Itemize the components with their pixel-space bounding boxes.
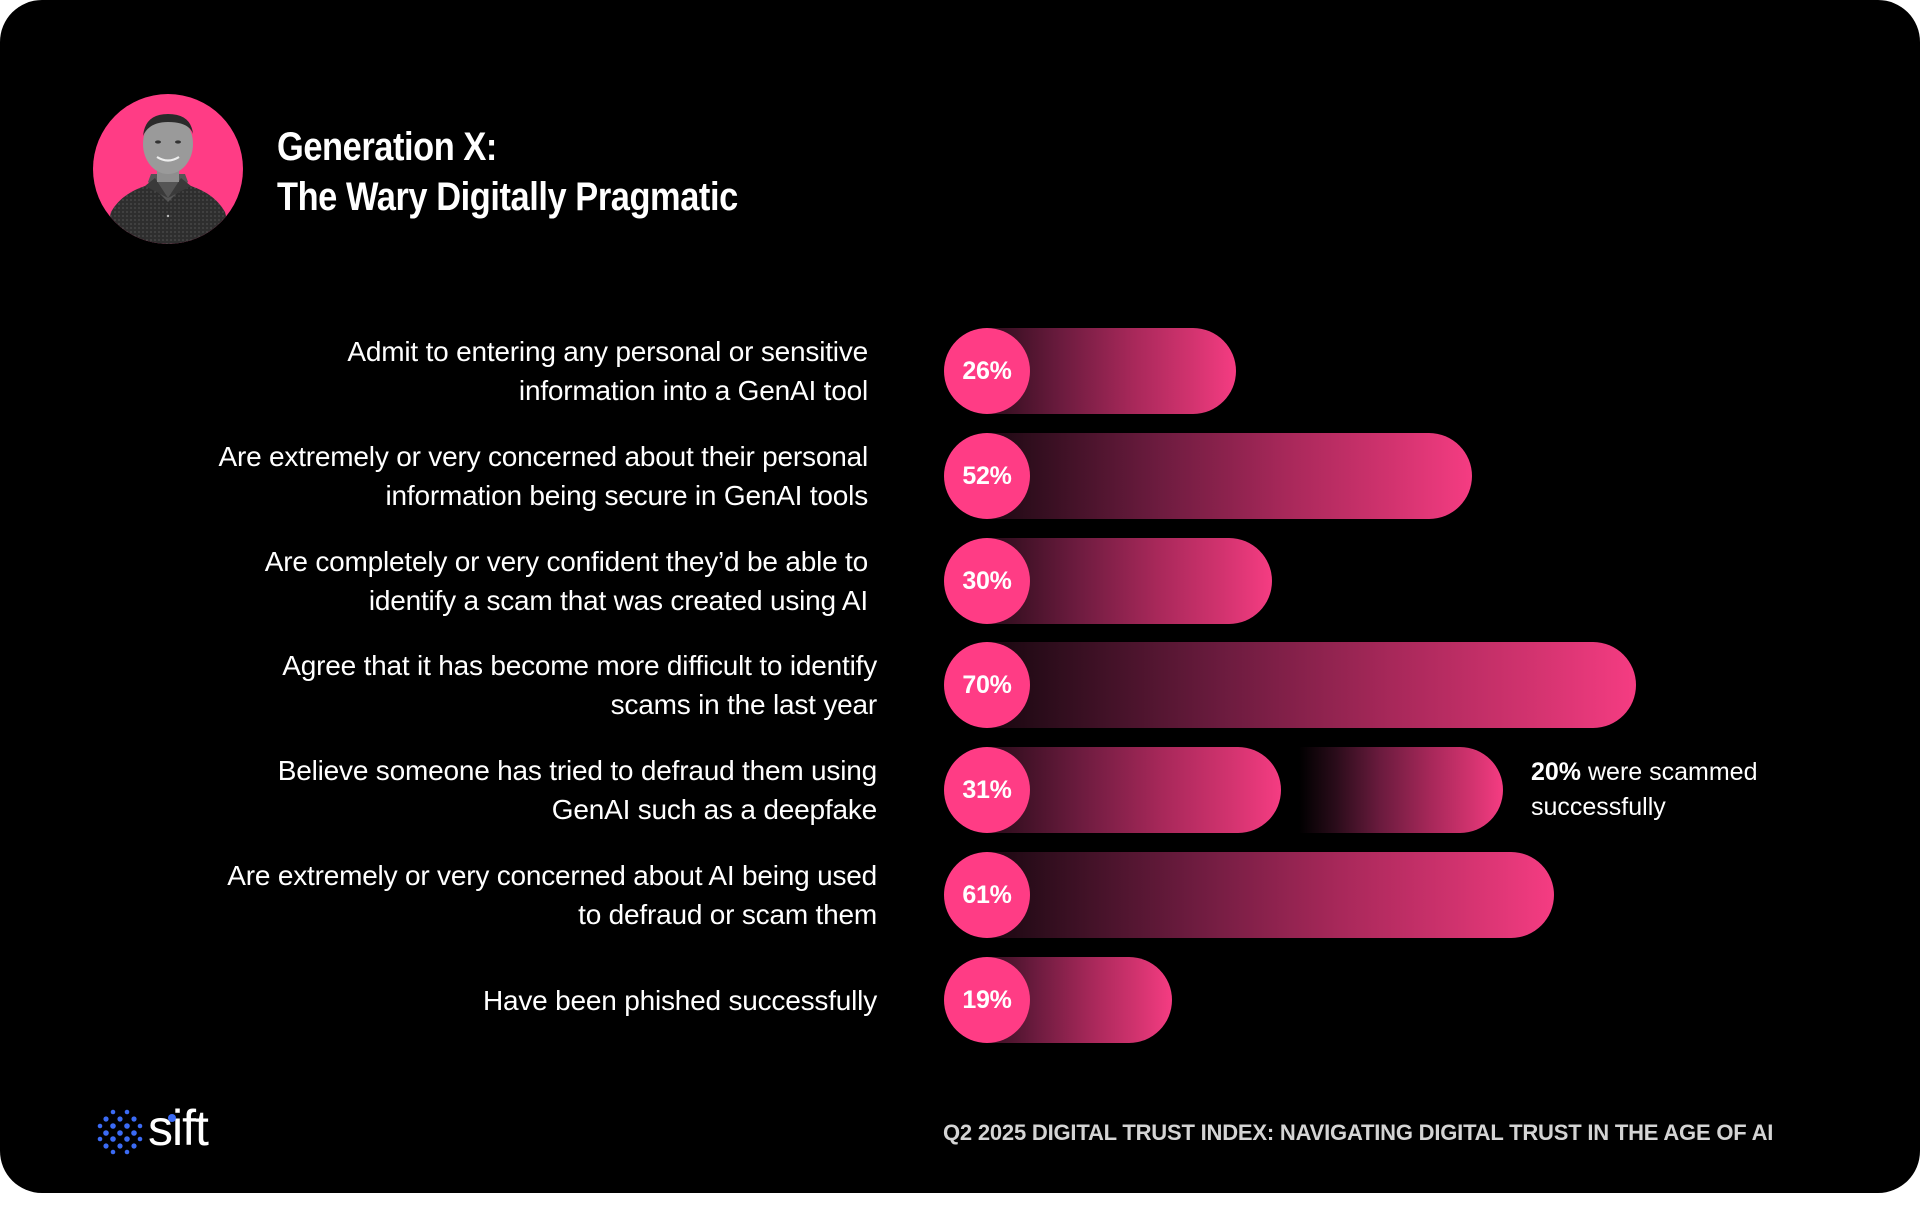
row-label: Are completely or very confident they’d …	[48, 538, 868, 624]
page-title: Generation X: The Wary Digitally Pragmat…	[277, 122, 738, 222]
logo-dot	[168, 1114, 176, 1122]
bar-value-label: 52%	[944, 433, 1030, 519]
row-label: Are extremely or very concerned about th…	[48, 433, 869, 519]
row-label: Admit to entering any personal or sensit…	[48, 328, 868, 414]
sift-logo-icon	[97, 1109, 143, 1155]
footer-report-title: Q2 2025 DIGITAL TRUST INDEX: NAVIGATING …	[943, 1120, 1774, 1145]
row-label-line: information being secure in GenAI tools	[385, 480, 869, 511]
bar	[944, 642, 1636, 728]
avatar	[93, 94, 243, 244]
bar-value-label: 30%	[944, 538, 1030, 624]
row-label-line: GenAI such as a deepfake	[551, 794, 877, 825]
secondary-bar	[1299, 747, 1503, 833]
bar-value-label: 19%	[944, 957, 1030, 1043]
bar-value-label: 31%	[944, 747, 1030, 833]
person-icon	[103, 114, 233, 244]
row-label-line: information into a GenAI tool	[518, 375, 868, 406]
row-label-line: scams in the last year	[610, 689, 878, 720]
row-label-line: Are completely or very confident they’d …	[264, 546, 868, 577]
annotation-text: were scammed	[1588, 758, 1758, 786]
bar-value-label: 61%	[944, 852, 1030, 938]
row-label-line: Admit to entering any personal or sensit…	[347, 336, 868, 367]
row-label: Agree that it has become more difficult …	[57, 642, 877, 728]
title-line-2: The Wary Digitally Pragmatic	[277, 175, 738, 219]
sift-logo: sift	[96, 1100, 256, 1160]
bar-value-label: 70%	[944, 642, 1030, 728]
bar-value-label: 26%	[944, 328, 1030, 414]
row-label-line: Are extremely or very concerned about th…	[218, 441, 869, 472]
row-label: Believe someone has tried to defraud the…	[57, 747, 877, 833]
bar	[944, 852, 1554, 938]
row-label-line: to defraud or scam them	[578, 899, 877, 930]
row-label-line: Are extremely or very concerned about AI…	[227, 860, 877, 891]
row-label-line: Agree that it has become more difficult …	[282, 650, 877, 681]
row-label-line: identify a scam that was created using A…	[368, 585, 868, 616]
annotation-line-2: successfully	[1531, 793, 1666, 821]
title-line-1: Generation X:	[277, 125, 497, 169]
bar	[944, 433, 1472, 519]
row-label: Have been phished successfully	[57, 957, 877, 1043]
annotation-line-1: 20% were scammed	[1531, 755, 1758, 790]
row-label-line: Believe someone has tried to defraud the…	[277, 755, 877, 786]
logo-text: sift	[148, 1100, 209, 1156]
annotation-value: 20%	[1531, 758, 1582, 786]
secondary-bar-annotation: 20% were scammed successfully	[1531, 755, 1758, 825]
row-label: Are extremely or very concerned about AI…	[57, 852, 877, 938]
row-label-line: Have been phished successfully	[482, 984, 877, 1016]
